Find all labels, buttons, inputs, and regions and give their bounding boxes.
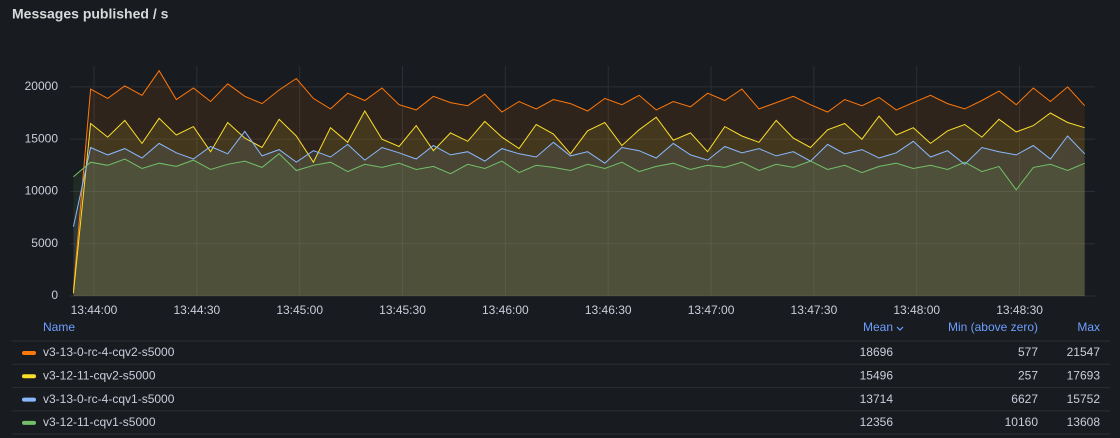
sort-icon[interactable] [896, 326, 904, 331]
y-tick-label: 20000 [25, 79, 59, 93]
y-tick-label: 0 [51, 288, 58, 302]
x-tick-label: 13:48:30 [996, 303, 1043, 317]
legend-column-header[interactable]: Mean [863, 320, 893, 334]
series-line [72, 130, 1086, 227]
legend-min: 10160 [1005, 415, 1039, 429]
x-tick-label: 13:47:30 [791, 303, 838, 317]
legend-max: 15752 [1067, 392, 1101, 406]
areas [73, 70, 1085, 296]
x-tick-label: 13:48:00 [893, 303, 940, 317]
legend-min: 577 [1018, 345, 1038, 359]
legend-mean: 18696 [860, 345, 894, 359]
legend-column-header[interactable]: Max [1077, 320, 1100, 334]
series-line [72, 69, 1086, 291]
y-tick-label: 10000 [25, 184, 59, 198]
legend-mean: 15496 [860, 368, 894, 382]
series-area [73, 111, 1085, 296]
legend-column-header[interactable]: Min (above zero) [948, 320, 1038, 334]
legend-name[interactable]: v3-12-11-cqv1-s5000 [43, 415, 156, 429]
legend-mean: 12356 [860, 415, 894, 429]
legend-max: 17693 [1067, 368, 1101, 382]
y-tick-label: 5000 [31, 236, 58, 250]
x-tick-label: 13:46:00 [482, 303, 529, 317]
legend-column-header[interactable]: Name [43, 320, 75, 334]
legend-min: 257 [1018, 368, 1038, 382]
grid: 0 5000 10000 15000 20000 13:44:00 13:44:30 13:4… [25, 66, 1095, 317]
legend-mean: 13714 [860, 392, 894, 406]
legend-name[interactable]: v3-13-0-rc-4-cqv2-s5000 [43, 345, 175, 359]
series-area [73, 153, 1085, 296]
legend-swatch [22, 374, 36, 379]
legend-name[interactable]: v3-13-0-rc-4-cqv1-s5000 [43, 392, 175, 406]
x-tick-label: 13:45:00 [276, 303, 323, 317]
series-area [73, 131, 1085, 296]
x-tick-label: 13:45:30 [379, 303, 426, 317]
series-area [73, 70, 1085, 296]
x-tick-label: 13:44:00 [71, 303, 118, 317]
legend-name[interactable]: v3-12-11-cqv2-s5000 [43, 368, 156, 382]
legend-max: 21547 [1067, 345, 1101, 359]
x-tick-label: 13:47:00 [688, 303, 735, 317]
x-tick-label: 13:46:30 [585, 303, 632, 317]
legend-swatch [22, 397, 36, 402]
legend-swatch [22, 420, 36, 425]
legend-swatch [22, 351, 36, 355]
panel-title: Messages published / s [12, 6, 169, 22]
y-tick-label: 15000 [25, 131, 59, 145]
x-tick-label: 13:44:30 [173, 303, 220, 317]
legend-max: 13608 [1067, 415, 1101, 429]
lines [72, 69, 1086, 294]
series-line [73, 153, 1085, 191]
legend: Name Mean Min (above zero) Max v3-13-0-rc-4-… [12, 320, 1110, 435]
legend-min: 6627 [1011, 392, 1038, 406]
